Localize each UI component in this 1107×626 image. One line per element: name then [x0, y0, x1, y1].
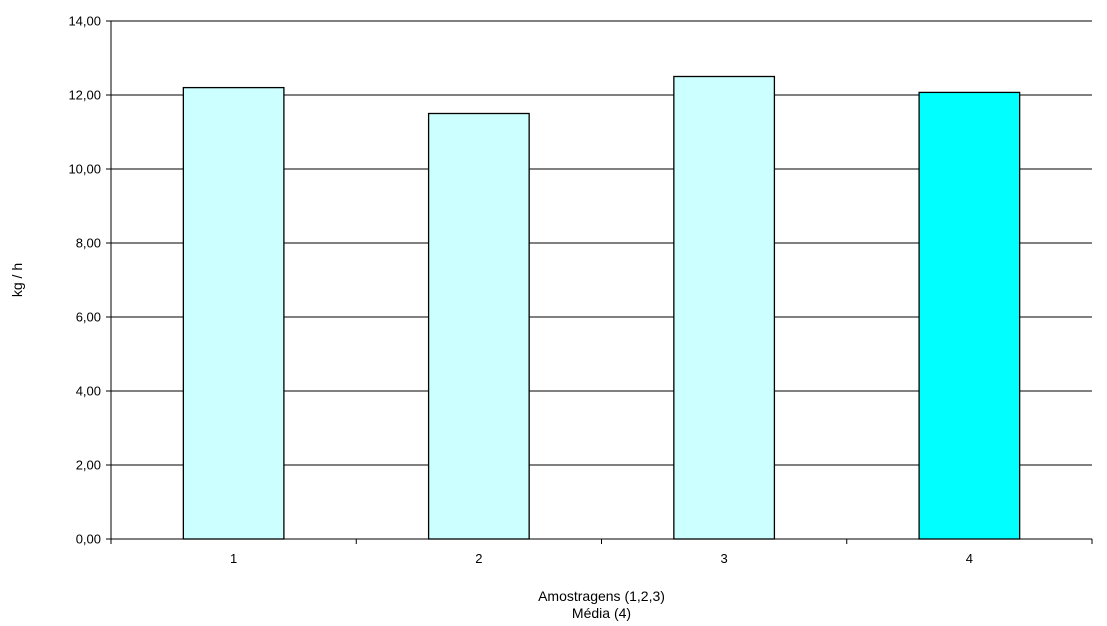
bar-4	[919, 92, 1020, 539]
x-axis-ticks: 1 2 3 4	[111, 539, 1092, 566]
bars	[183, 77, 1019, 540]
y-tick-label: 12,00	[68, 88, 101, 103]
x-tick-label: 3	[721, 551, 728, 566]
bar-2	[429, 114, 530, 540]
bar-1	[183, 88, 284, 539]
y-tick-label: 6,00	[76, 310, 101, 325]
x-axis-title-line-1: Amostragens (1,2,3)	[538, 588, 665, 604]
x-axis-title-line-2: Média (4)	[572, 605, 631, 621]
y-tick-label: 8,00	[76, 236, 101, 251]
x-tick-label: 2	[475, 551, 482, 566]
y-tick-label: 2,00	[76, 458, 101, 473]
y-tick-label: 0,00	[76, 532, 101, 547]
y-axis-ticks: 0,00 2,00 4,00 6,00 8,00 10,00 12,00 14,00	[68, 14, 111, 547]
y-tick-label: 14,00	[68, 14, 101, 29]
bar-3	[674, 77, 775, 540]
x-tick-label: 1	[230, 551, 237, 566]
y-tick-label: 4,00	[76, 384, 101, 399]
x-tick-label: 4	[966, 551, 973, 566]
y-tick-label: 10,00	[68, 162, 101, 177]
y-axis-title: kg / h	[9, 263, 25, 297]
